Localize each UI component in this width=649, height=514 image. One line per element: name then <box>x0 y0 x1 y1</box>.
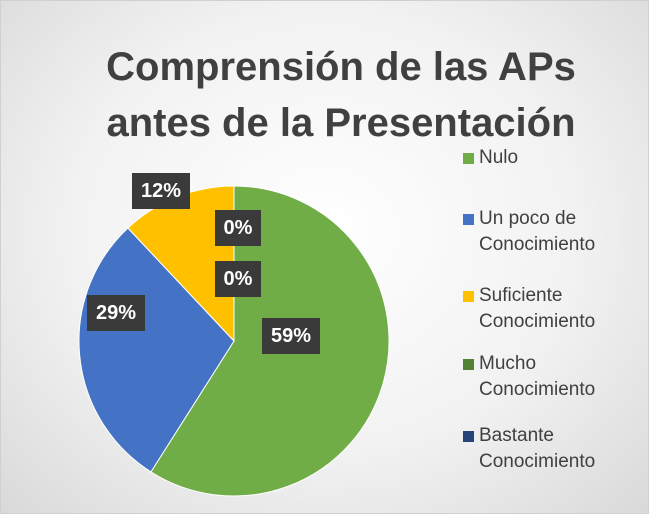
legend-label: Mucho Conocimiento <box>479 353 596 400</box>
legend-item: Mucho Conocimiento <box>463 351 643 403</box>
chart-title: Comprensión de las APs antes de la Prese… <box>106 45 576 145</box>
legend-item: Nulo <box>463 145 643 171</box>
data-label: 0% <box>224 217 253 239</box>
data-label: 12% <box>141 180 181 202</box>
data-label-box <box>262 318 320 354</box>
legend-swatch <box>463 214 474 225</box>
data-label: 0% <box>224 268 253 290</box>
legend-item: Bastante Conocimiento <box>463 423 643 475</box>
legend-label: Suficiente Conocimiento <box>479 285 596 332</box>
data-label: 59% <box>271 325 311 347</box>
legend-label: Nulo <box>479 147 519 168</box>
data-label-box <box>215 210 261 246</box>
legend-item: Suficiente Conocimiento <box>463 283 643 335</box>
legend-swatch <box>463 359 474 370</box>
data-label: 29% <box>96 302 136 324</box>
legend-swatch <box>463 291 474 302</box>
legend-label: Bastante Conocimiento <box>479 425 596 472</box>
data-label-box <box>87 295 145 331</box>
legend-swatch <box>463 153 474 164</box>
legend-item: Un poco de Conocimiento <box>463 206 643 258</box>
pie-slice <box>78 227 235 473</box>
legend-label: Un poco de Conocimiento <box>479 208 596 255</box>
data-label-box <box>215 261 261 297</box>
legend-swatch <box>463 431 474 442</box>
data-label-box <box>132 173 190 209</box>
